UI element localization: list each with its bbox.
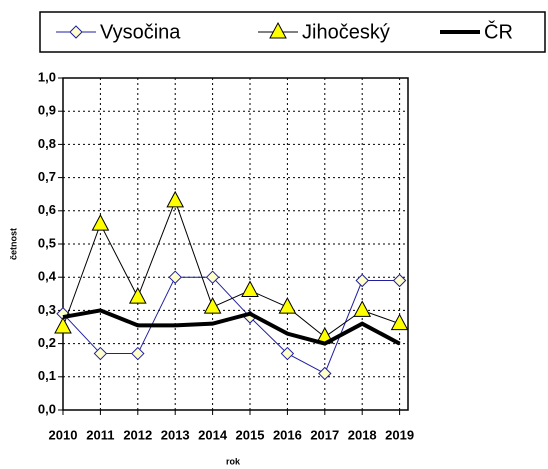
x-tick-label: 2014 — [198, 427, 228, 442]
y-tick-label: 0,9 — [38, 103, 56, 118]
legend-label: Jihočeský — [302, 21, 390, 43]
point — [93, 346, 108, 361]
x-tick-label: 2011 — [86, 427, 114, 442]
point — [318, 366, 332, 381]
y-tick-label: 0,7 — [38, 169, 56, 184]
y-tick-label: 0,3 — [38, 302, 56, 317]
point — [128, 287, 147, 304]
point — [241, 280, 259, 297]
point — [392, 273, 407, 288]
y-tick-label: 0,8 — [38, 136, 56, 151]
point — [203, 297, 222, 314]
point — [131, 346, 145, 361]
x-tick-label: 2016 — [273, 427, 302, 442]
series-line — [62, 199, 400, 338]
legend-label: Vysočina — [100, 21, 181, 43]
y-tick-label: 0,1 — [38, 368, 56, 383]
x-axis-label: rok — [226, 456, 241, 466]
x-tick-label: 2018 — [348, 427, 377, 442]
x-tick-label: 2017 — [310, 427, 339, 442]
point — [353, 300, 372, 317]
y-tick-label: 0,4 — [38, 269, 57, 284]
series-line — [62, 276, 400, 375]
x-tick-label: 2015 — [236, 427, 265, 442]
point — [91, 214, 110, 231]
y-tick-label: 1,0 — [38, 69, 56, 84]
y-axis-label: četnost — [8, 228, 18, 260]
point — [205, 270, 220, 284]
x-tick-label: 2013 — [161, 427, 190, 442]
y-tick-label: 0,5 — [38, 235, 56, 250]
x-tick-label: 2019 — [385, 427, 414, 442]
plot-area — [63, 78, 408, 410]
legend-marker — [269, 21, 287, 39]
point — [355, 273, 369, 288]
legend-label: ČR — [484, 20, 513, 43]
plot-frame — [62, 77, 409, 411]
x-tick-label: 2012 — [123, 427, 152, 442]
point — [168, 270, 182, 284]
series-line — [62, 308, 401, 346]
point — [278, 297, 297, 314]
x-tick-label: 2010 — [49, 427, 78, 442]
point — [54, 316, 72, 334]
y-tick-label: 0,0 — [38, 401, 56, 416]
y-tick-label: 0,2 — [38, 335, 56, 350]
point — [390, 313, 409, 331]
legend-marker — [69, 25, 83, 39]
point — [166, 190, 185, 208]
point — [280, 346, 295, 361]
y-tick-label: 0,6 — [38, 202, 56, 217]
